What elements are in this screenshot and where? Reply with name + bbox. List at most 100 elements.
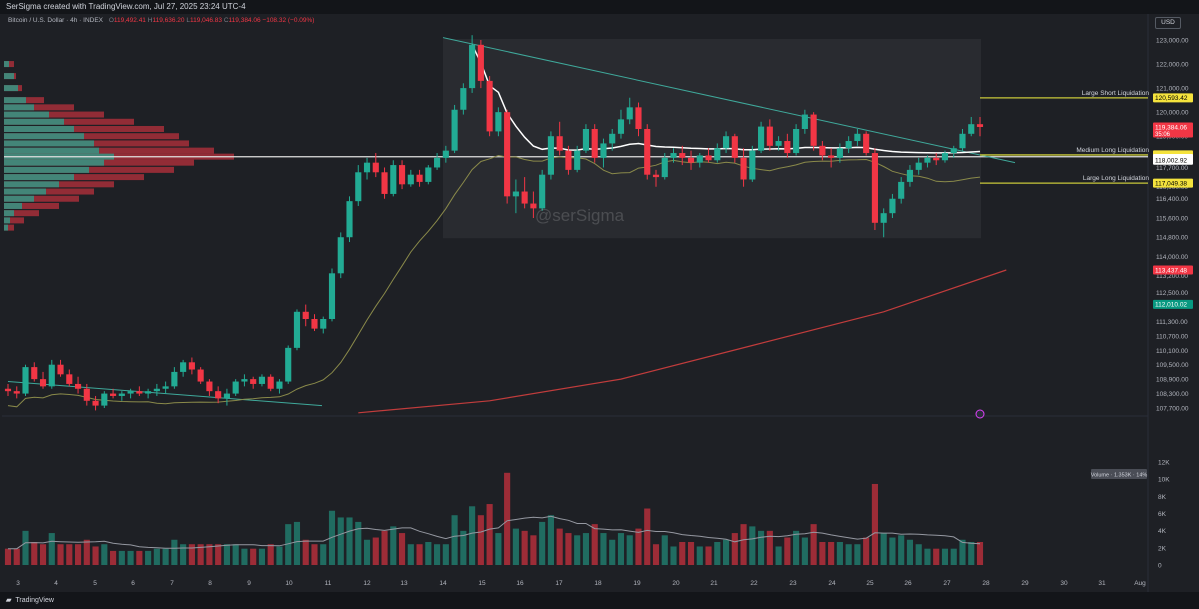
candle-body — [495, 112, 502, 132]
volume-bar — [836, 541, 843, 565]
volume-bar — [232, 544, 239, 565]
candle-body — [285, 347, 292, 382]
volume-bar — [941, 548, 949, 565]
volume-tick-label: 6K — [1158, 511, 1167, 518]
candle-body — [740, 157, 747, 180]
time-tick-label: 17 — [555, 580, 563, 587]
candle-body — [547, 136, 554, 175]
candle-body — [845, 141, 852, 149]
volume-bar — [617, 533, 625, 565]
volume-profile-sell-bar — [4, 202, 59, 209]
volume-bar — [477, 515, 484, 565]
time-tick-label: Aug — [1134, 580, 1146, 587]
time-tick-label: 25 — [866, 580, 874, 587]
volume-profile-buy-bar — [4, 188, 46, 195]
candle-body — [941, 153, 949, 161]
volume-bar — [416, 544, 423, 565]
candle-body — [241, 379, 248, 382]
volume-bar — [381, 530, 388, 565]
volume-profile-sell-bar — [4, 104, 74, 111]
volume-profile-buy-bar — [4, 111, 49, 118]
price-tick-label: 108,900.00 — [1156, 377, 1189, 384]
volume-bar — [863, 537, 870, 565]
candle-body — [670, 153, 677, 158]
volume-bar — [320, 544, 327, 565]
time-tick-label: 4 — [54, 580, 58, 587]
volume-bar — [582, 533, 590, 565]
candle-body — [57, 364, 64, 375]
candle-body — [145, 391, 152, 394]
candle-body — [819, 145, 826, 156]
candle-body — [906, 169, 914, 182]
volume-bar — [460, 530, 467, 565]
candle-body — [898, 181, 905, 199]
volume-profile-sell-bar — [4, 140, 189, 147]
lower-trendline — [7, 381, 323, 407]
volume-bar — [959, 539, 966, 565]
volume-bar — [749, 526, 756, 565]
candle-body — [101, 393, 108, 406]
currency-button[interactable]: USD — [1155, 17, 1181, 29]
candle-body — [539, 174, 546, 209]
volume-bar — [223, 544, 230, 565]
volume-bar — [600, 533, 607, 565]
time-tick-label: 28 — [982, 580, 990, 587]
volume-bar — [13, 548, 20, 565]
volume-bar — [766, 530, 773, 565]
volume-bar — [880, 533, 887, 565]
volume-bar — [810, 524, 817, 565]
volume-bar — [442, 544, 449, 565]
volume-bar — [889, 537, 896, 565]
candle-body — [267, 376, 274, 389]
candle-body — [381, 172, 388, 194]
time-tick-label: 27 — [943, 580, 951, 587]
volume-bar — [574, 535, 581, 565]
volume-bar — [469, 506, 476, 565]
candle-body — [293, 311, 301, 348]
candle-body — [556, 136, 563, 151]
candle-body — [13, 391, 20, 394]
candle-body — [959, 133, 966, 149]
volume-bar — [425, 541, 432, 565]
volume-bar — [924, 548, 931, 565]
candle-body — [215, 391, 222, 399]
price-tick-label: 115,600.00 — [1156, 215, 1188, 222]
volume-bar — [355, 521, 362, 565]
volume-label: Volume · 1.353K · 14% — [1091, 473, 1148, 479]
candle-body — [110, 393, 117, 396]
volume-profile-buy-bar — [4, 210, 14, 217]
volume-profile-sell-bar — [4, 224, 14, 231]
price-chart[interactable]: Large Short Liquidation Medium Long Liqui… — [0, 0, 1199, 592]
time-tick-label: 10 — [285, 580, 293, 587]
ohlc-values: O119,492.41 H119,636.20 L119,046.83 C119… — [108, 17, 315, 24]
volume-bar — [591, 524, 598, 565]
candle-body — [801, 114, 808, 129]
candle-body — [320, 319, 327, 329]
volume-profile-buy-bar — [4, 125, 74, 132]
candle-body — [976, 124, 984, 127]
volume-profile-buy-bar — [4, 174, 74, 181]
price-axis-label-text: 118,002.92 — [1155, 157, 1187, 164]
volume-bar — [740, 524, 747, 565]
price-tick-label: 111,300.00 — [1156, 319, 1188, 326]
candle-body — [687, 157, 695, 163]
candle-body — [92, 400, 99, 406]
volume-bar — [512, 528, 519, 565]
price-tick-label: 110,700.00 — [1156, 333, 1188, 340]
candle-body — [22, 367, 29, 394]
volume-bar — [775, 546, 782, 565]
candle-body — [337, 237, 344, 274]
time-tick-label: 5 — [93, 580, 97, 587]
volume-bar — [705, 546, 712, 565]
price-axis-label — [1153, 178, 1193, 188]
candle-body — [328, 273, 336, 320]
volume-bar — [127, 550, 134, 565]
volume-bar — [66, 544, 73, 565]
volume-bar — [311, 544, 318, 565]
volume-bar — [74, 544, 82, 565]
symbol-legend: Bitcoin / U.S. Dollar · 4h · INDEX O119,… — [8, 17, 314, 24]
volume-bar — [722, 539, 730, 565]
candle-body — [250, 379, 257, 384]
price-tick-label: 114,800.00 — [1156, 235, 1188, 242]
price-axis-label-text: 117,049.38 — [1155, 180, 1187, 187]
